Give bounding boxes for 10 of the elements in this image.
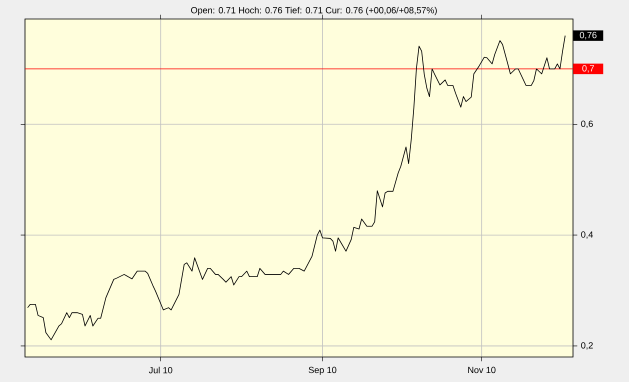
annotation: 0,76 bbox=[580, 32, 597, 40]
x-tick-label: Nov 10 bbox=[468, 366, 496, 374]
line-series bbox=[27, 35, 566, 340]
y-tick-label: 0,6 bbox=[581, 120, 593, 128]
x-tick-label: Sep 10 bbox=[308, 366, 336, 375]
x-tick-label: Jul 10 bbox=[148, 366, 172, 374]
y-tick-label: 0,2 bbox=[581, 342, 593, 350]
ref-line-label: 0,7 bbox=[582, 65, 594, 73]
chart-subtitle: Open: 0.71 Hoch: 0.76 Tief: 0.71 Cur: 0.76 (+00,06/+08,57%) bbox=[191, 6, 437, 16]
y-tick-label: 0,4 bbox=[581, 231, 593, 239]
